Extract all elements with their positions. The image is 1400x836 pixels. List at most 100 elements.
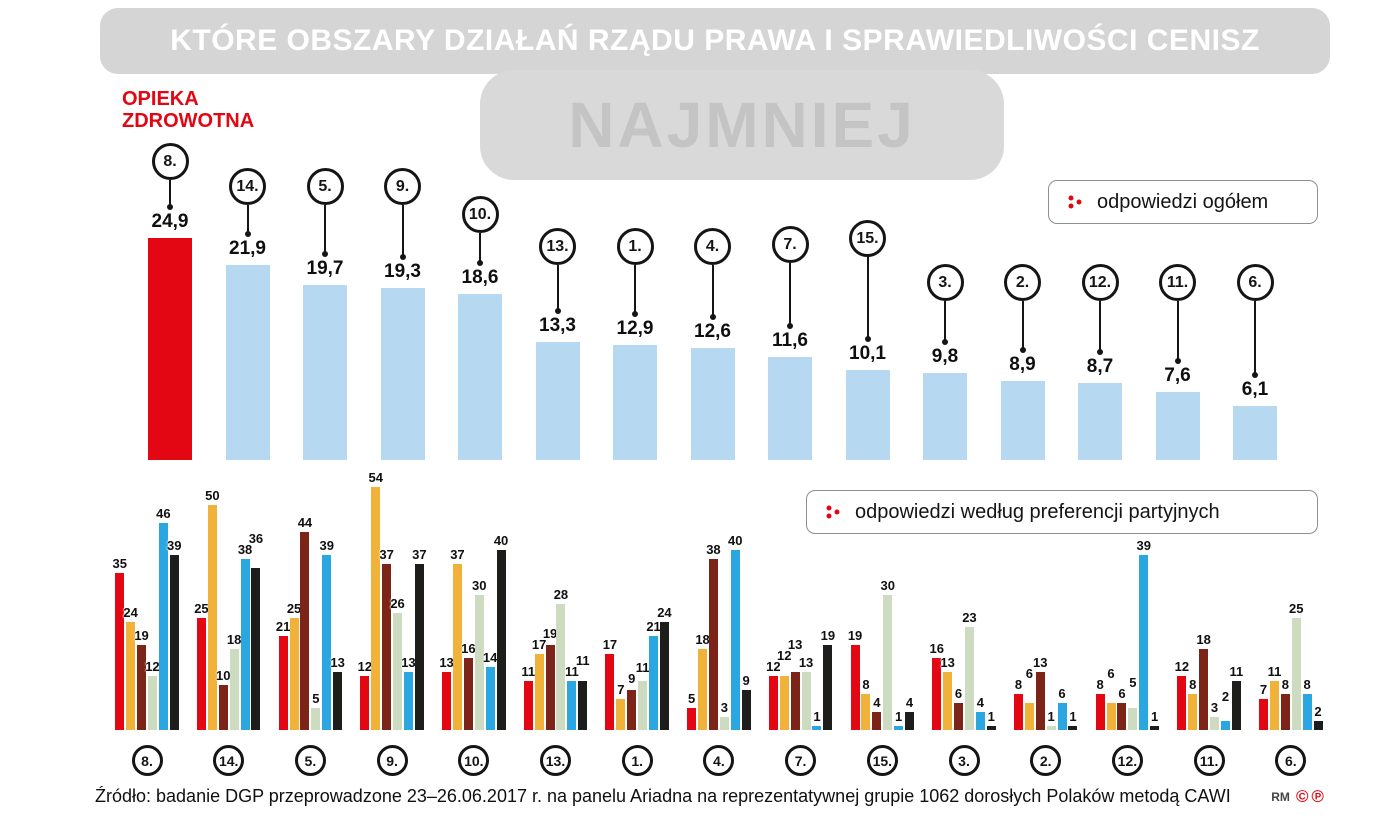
group-bar-red (360, 676, 370, 730)
top-bar (1078, 382, 1122, 460)
rank-circle: 14. (229, 168, 266, 205)
group-bar-value-label: 1 (987, 708, 995, 724)
group-bar-value-label: 8 (862, 677, 870, 692)
group-bar-red (523, 680, 533, 730)
rank-connector-dot (554, 307, 561, 314)
group-bar-value-label: 6 (954, 686, 963, 701)
group-bar-pale-green (964, 626, 974, 730)
group-bar-yellow (452, 563, 462, 730)
credits-initials: RM (1271, 790, 1290, 804)
group-bar-dark-brown (627, 689, 637, 730)
group-bar-value-label: 1 (1069, 708, 1077, 724)
top-bar-value-label: 12,9 (616, 318, 654, 340)
group-bar-value-label: 13 (798, 654, 814, 670)
copyright-icon: © (1295, 787, 1309, 806)
group-bar-value-label: 3 (720, 699, 728, 715)
group-bar-value-label: 21 (275, 618, 291, 634)
group-bar-dark-brown (1280, 694, 1290, 730)
group-bar-dark-brown (954, 703, 964, 730)
group-bar-value-label: 2 (1221, 688, 1230, 704)
watermark-text: NAJMNIEJ (568, 89, 916, 161)
group-bar-value-label: 11 (1229, 663, 1244, 679)
top-bar-value-label: 6,1 (1241, 378, 1269, 400)
group-bar-value-label: 11 (521, 663, 536, 679)
group-bar-value-label: 5 (688, 690, 696, 706)
group-bar-pale-green (229, 649, 239, 730)
top-bar-value-label: 13,3 (539, 314, 576, 336)
group-rank-circle: 2. (1030, 745, 1062, 776)
group-bar-value-label: 11 (1267, 663, 1282, 679)
group-bar-value-label: 1 (1151, 708, 1159, 724)
group-bar-value-label: 8 (1303, 677, 1311, 692)
group-bar-value-label: 8 (1014, 677, 1023, 692)
group-bar-value-label: 40 (728, 533, 743, 548)
rank-circle: 2. (1004, 264, 1041, 301)
group-bar-yellow (779, 676, 789, 730)
rank-connector-dot (322, 250, 328, 257)
group-bar-value-label: 37 (379, 546, 394, 562)
group-bar-black (333, 671, 343, 730)
group-bar-value-label: 28 (553, 587, 569, 602)
group-bar-pale-green (1128, 707, 1138, 730)
group-bar-dark-brown (872, 712, 882, 730)
group-bar-yellow (1106, 703, 1116, 730)
rank-connector-dot (477, 260, 483, 267)
group-rank-circle: 8. (131, 745, 163, 776)
group-bar-yellow (1188, 694, 1198, 730)
top-bar-value-label: 24,9 (151, 211, 189, 233)
group-bar-value-label: 5 (1129, 675, 1137, 690)
group-bar-value-label: 13 (1033, 654, 1048, 670)
group-bar-value-label: 50 (205, 488, 220, 503)
top-bar-value-label: 21,9 (229, 238, 266, 260)
group-bar-value-label: 12 (777, 648, 792, 663)
group-bar-value-label: 13 (401, 654, 416, 670)
group-bar-value-label: 12 (357, 659, 373, 674)
group-bar-value-label: 18 (695, 632, 710, 647)
top-bar-value-label: 9,8 (931, 345, 959, 367)
top-bar-value-label: 7,6 (1164, 365, 1191, 387)
group-bar-pale-green (883, 595, 893, 730)
group-bar-dark-brown (790, 671, 800, 730)
group-bar-yellow (126, 622, 136, 730)
group-bar-value-label: 3 (1210, 699, 1219, 715)
group-bar-light-blue (485, 667, 495, 730)
group-bar-value-label: 26 (390, 596, 405, 611)
group-bar-value-label: 16 (929, 641, 944, 656)
group-bar-value-label: 4 (976, 695, 984, 710)
rank-connector-line (1021, 301, 1024, 350)
group-bar-red (932, 658, 942, 730)
rank-connector-line (556, 265, 559, 311)
group-bar-dark-brown (300, 532, 310, 730)
legend-overall-label: odpowiedzi ogółem (1097, 190, 1269, 213)
group-bar-yellow (534, 653, 544, 730)
group-bar-pale-green (1291, 617, 1301, 730)
highlight-category-label: OPIEKA ZDROWOTNA (122, 88, 255, 133)
rank-connector-dot (942, 338, 948, 345)
group-bar-value-label: 6 (1107, 666, 1115, 681)
rank-connector-dot (167, 204, 173, 211)
group-bar-dark-brown (1035, 671, 1045, 730)
group-bar-light-blue (730, 550, 740, 730)
group-bar-value-label: 16 (461, 641, 476, 656)
group-bar-red (1013, 694, 1023, 730)
top-bar-value-label: 18,6 (461, 267, 499, 289)
group-bar-light-blue (403, 671, 413, 730)
top-bar (1233, 405, 1277, 460)
group-bar-value-label: 1 (813, 708, 821, 724)
group-bar-dark-brown (463, 658, 473, 730)
group-rank-circle: 4. (703, 745, 735, 776)
group-bar-red (605, 653, 615, 730)
group-bar-pale-green (147, 676, 157, 730)
group-bar-value-label: 19 (542, 625, 558, 641)
group-bar-value-label: 39 (167, 537, 182, 553)
group-bar-dark-brown (137, 644, 147, 730)
group-bar-value-label: 18 (1196, 632, 1211, 647)
group-bar-value-label: 19 (134, 627, 149, 643)
rank-connector-line (1176, 301, 1179, 362)
group-bar-value-label: 13 (787, 637, 803, 652)
group-bar-value-label: 38 (706, 542, 721, 557)
group-bar-value-label: 1 (895, 708, 903, 724)
group-bar-value-label: 14 (482, 650, 498, 665)
group-bar-red (1095, 694, 1105, 730)
group-bar-black (169, 554, 179, 730)
